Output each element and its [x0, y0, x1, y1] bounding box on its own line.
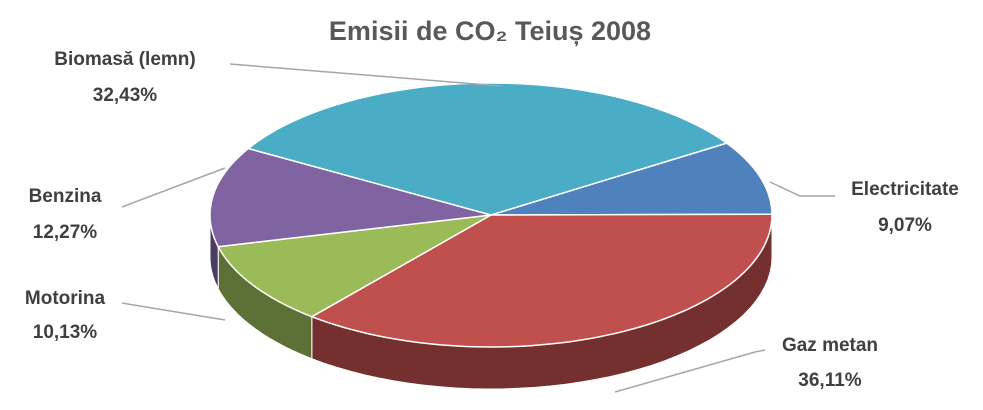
leader-line	[121, 302, 226, 321]
leader-line	[229, 63, 501, 87]
data-label-value: 32,43%	[93, 85, 158, 106]
chart-title: Emisii de CO₂ Teiuș 2008	[329, 16, 651, 46]
slice	[490, 142, 773, 216]
slice	[310, 213, 773, 348]
data-label-name: Motorina	[25, 288, 106, 309]
data-label-name: Electricitate	[851, 179, 959, 200]
data-label-value: 12,27%	[33, 222, 98, 243]
leader-line	[614, 349, 766, 393]
leader-line	[769, 181, 835, 197]
slice	[216, 214, 492, 318]
slice	[209, 147, 492, 248]
data-label-value: 10,13%	[33, 322, 98, 343]
data-label-value: 36,11%	[798, 370, 861, 391]
data-label-name: Benzina	[29, 186, 102, 207]
leader-line	[121, 167, 226, 208]
data-label-value: 9,07%	[878, 215, 932, 236]
slice	[246, 82, 729, 216]
data-label-name: Gaz metan	[782, 335, 878, 356]
data-label-name: Biomasă (lemn)	[54, 49, 195, 70]
